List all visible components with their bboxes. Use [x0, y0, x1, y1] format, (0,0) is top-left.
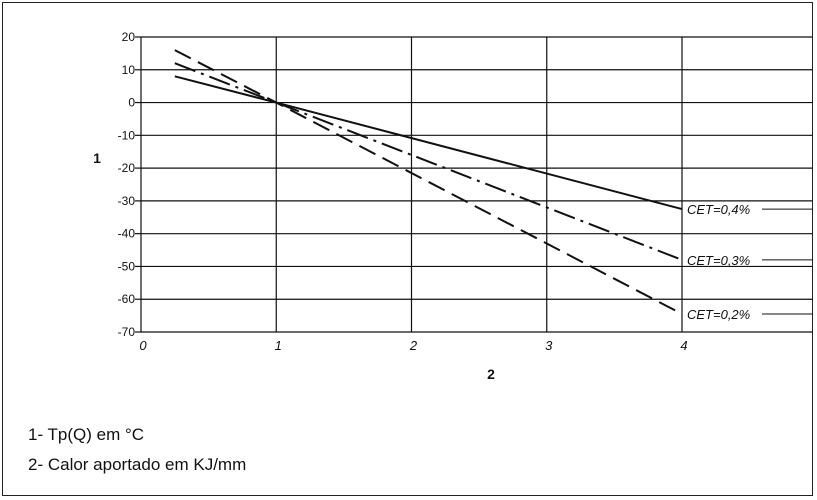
y-tick-label: -50 — [118, 259, 136, 273]
x-tick-label: 2 — [409, 338, 418, 353]
y-tick-label: -70 — [118, 325, 136, 339]
x-tick-label: 0 — [139, 338, 147, 353]
y-tick-label: -10 — [118, 128, 136, 142]
y-tick-label: -30 — [118, 194, 136, 208]
x-axis-label: 2 — [487, 366, 495, 382]
series-label-3: CET=0,2% — [687, 307, 750, 322]
y-tick-label: -20 — [118, 161, 136, 175]
y-axis-label: 1 — [93, 150, 101, 166]
series-line-1 — [174, 75, 683, 211]
legend-note-1: 1- Tp(Q) em °C — [28, 425, 145, 444]
x-tick-label: 4 — [680, 338, 687, 353]
x-tick-label: 1 — [275, 338, 282, 353]
y-tick-label: 10 — [122, 63, 136, 77]
y-tick-label: -60 — [118, 292, 136, 306]
y-tick-label: -40 — [118, 227, 136, 241]
series-label-1: CET=0,4% — [687, 202, 750, 217]
series-label-2: CET=0,3% — [687, 253, 750, 268]
series-line-2 — [174, 62, 683, 261]
series-line-3 — [174, 49, 683, 315]
x-tick-label: 3 — [545, 338, 553, 353]
y-tick-label: 0 — [128, 96, 135, 110]
y-tick-label: 20 — [122, 30, 136, 44]
legend-note-2: 2- Calor aportado em KJ/mm — [28, 455, 247, 474]
line-chart: 20100-10-20-30-40-50-60-7001234512CET=0,… — [93, 30, 813, 382]
